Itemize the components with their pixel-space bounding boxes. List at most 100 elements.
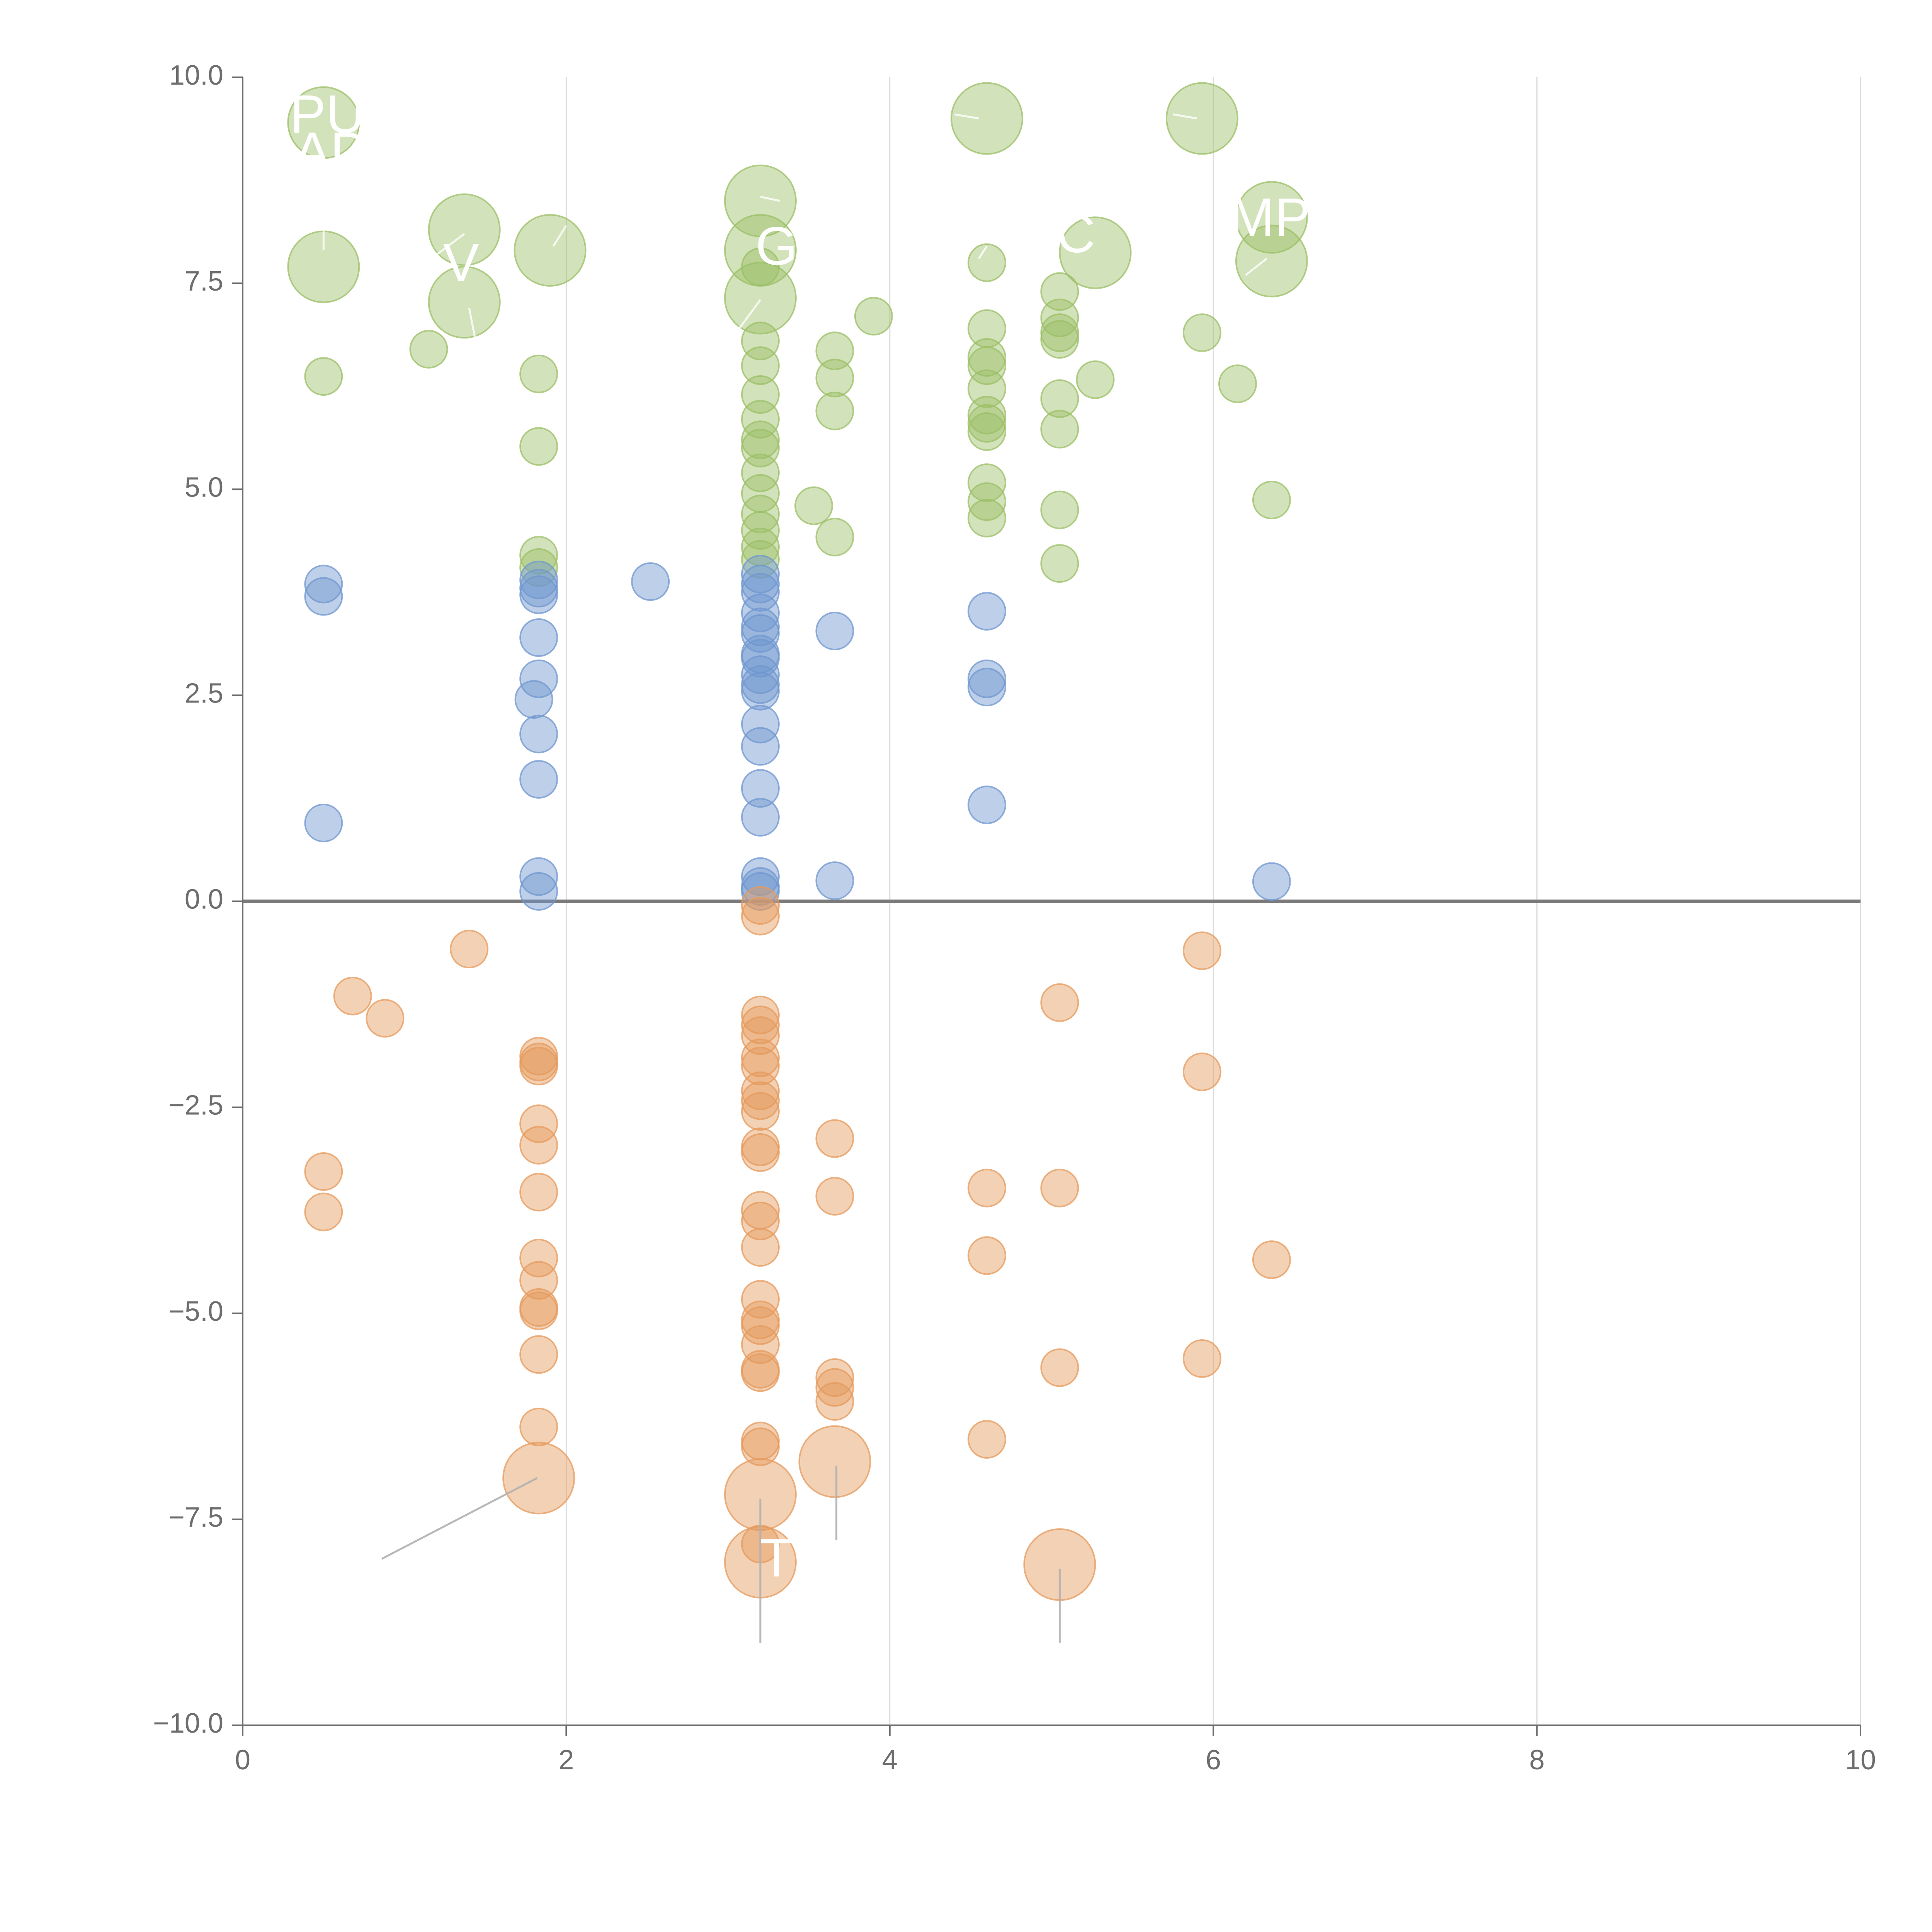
point-green-27 xyxy=(741,453,780,492)
point-green-45 xyxy=(968,482,1007,521)
point-orange-36 xyxy=(741,1228,780,1267)
x-tick-label-3: 6 xyxy=(1206,1745,1221,1776)
point-blue-28 xyxy=(741,798,780,837)
point-orange-42 xyxy=(741,1353,780,1392)
y-tick-label-7: −7.5 xyxy=(168,1502,223,1533)
point-label-3: G xyxy=(755,216,798,276)
point-green-60 xyxy=(519,548,558,587)
point-orange-46 xyxy=(815,1119,854,1158)
point-label-4: C xyxy=(1056,203,1095,264)
point-orange-37 xyxy=(741,1280,780,1319)
point-green-13 xyxy=(854,297,893,336)
y-tick-label-6: −5.0 xyxy=(168,1296,223,1327)
point-green-56 xyxy=(1182,313,1221,352)
point-green-17 xyxy=(519,354,558,393)
y-tick-label-0: 10.0 xyxy=(169,60,223,91)
point-green-38 xyxy=(968,338,1007,377)
point-label-1: AD xyxy=(294,121,369,182)
point-orange-0 xyxy=(502,1442,575,1515)
x-tick-label-5: 10 xyxy=(1845,1745,1876,1776)
point-orange-24 xyxy=(741,995,780,1034)
point-blue-16 xyxy=(741,573,780,612)
point-green-16 xyxy=(304,357,343,396)
point-orange-56 xyxy=(1040,1348,1079,1387)
point-green-0 xyxy=(287,86,360,159)
point-green-34 xyxy=(794,486,833,525)
point-orange-29 xyxy=(741,1071,780,1110)
point-blue-8 xyxy=(514,680,553,719)
point-orange-53 xyxy=(968,1420,1007,1459)
point-green-55 xyxy=(1076,360,1115,399)
point-blue-22 xyxy=(741,655,780,694)
point-green-12 xyxy=(428,266,501,339)
point-orange-7 xyxy=(366,999,405,1038)
point-orange-60 xyxy=(1252,1240,1291,1279)
point-green-43 xyxy=(968,412,1007,451)
point-orange-26 xyxy=(741,1016,780,1055)
point-label-0: PUI xyxy=(290,84,380,145)
point-green-41 xyxy=(968,396,1007,435)
point-green-6 xyxy=(514,214,587,287)
point-label-2: V xyxy=(443,232,479,293)
point-green-14 xyxy=(409,330,448,369)
point-green-15 xyxy=(815,331,854,370)
y-tick-label-2: 5.0 xyxy=(185,472,223,503)
point-green-42 xyxy=(968,404,1007,443)
point-orange-10 xyxy=(519,1037,558,1076)
point-green-20 xyxy=(519,427,558,466)
point-green-8 xyxy=(1059,216,1132,289)
point-green-36 xyxy=(968,243,1007,282)
point-orange-13 xyxy=(519,1104,558,1143)
point-orange-49 xyxy=(815,1368,854,1407)
point-orange-50 xyxy=(815,1382,854,1421)
point-orange-25 xyxy=(741,1005,780,1044)
point-blue-1 xyxy=(304,577,343,616)
point-blue-15 xyxy=(741,565,780,604)
point-green-46 xyxy=(968,498,1007,537)
point-blue-26 xyxy=(741,727,780,766)
x-tick-label-1: 2 xyxy=(558,1745,574,1776)
point-orange-15 xyxy=(519,1173,558,1212)
point-green-30 xyxy=(741,511,780,550)
point-green-48 xyxy=(1040,298,1079,337)
point-blue-36 xyxy=(968,668,1007,707)
point-orange-6 xyxy=(333,976,372,1015)
point-orange-57 xyxy=(1182,931,1221,970)
leader-line-11 xyxy=(1173,113,1197,120)
point-orange-43 xyxy=(741,1422,780,1461)
point-orange-54 xyxy=(1040,983,1079,1022)
point-green-5 xyxy=(1235,181,1308,254)
leader-line-5 xyxy=(436,233,465,255)
leader-line-12 xyxy=(1245,258,1267,276)
point-green-50 xyxy=(1040,320,1079,359)
point-orange-32 xyxy=(741,1127,780,1166)
point-green-25 xyxy=(741,420,780,459)
point-orange-35 xyxy=(741,1201,780,1240)
point-orange-12 xyxy=(519,1047,558,1085)
y-tick-label-3: 2.5 xyxy=(185,678,223,709)
point-blue-10 xyxy=(519,760,558,799)
point-orange-30 xyxy=(741,1081,780,1120)
y-tick-label-5: −2.5 xyxy=(168,1090,223,1121)
axes: 10.0 7.5 5.0 2.5 0.0 −2.5 −5.0 −7.5 −10.0 0 2 4 6 8 10 xyxy=(153,60,1876,1776)
data-points xyxy=(287,82,1308,1601)
point-green-57 xyxy=(1218,364,1257,403)
leader-line-7 xyxy=(552,225,567,247)
leader-line-0 xyxy=(381,1477,538,1560)
point-orange-17 xyxy=(519,1261,558,1300)
point-green-1 xyxy=(951,82,1024,155)
point-green-53 xyxy=(1040,490,1079,529)
point-orange-19 xyxy=(519,1291,558,1330)
point-blue-35 xyxy=(968,659,1007,698)
point-green-40 xyxy=(968,369,1007,408)
point-blue-9 xyxy=(519,714,558,753)
x-tick-label-2: 4 xyxy=(882,1745,898,1776)
point-orange-23 xyxy=(741,896,780,935)
point-green-52 xyxy=(1040,410,1079,449)
point-green-39 xyxy=(968,346,1007,385)
point-blue-6 xyxy=(519,618,558,657)
point-green-58 xyxy=(1252,480,1291,519)
